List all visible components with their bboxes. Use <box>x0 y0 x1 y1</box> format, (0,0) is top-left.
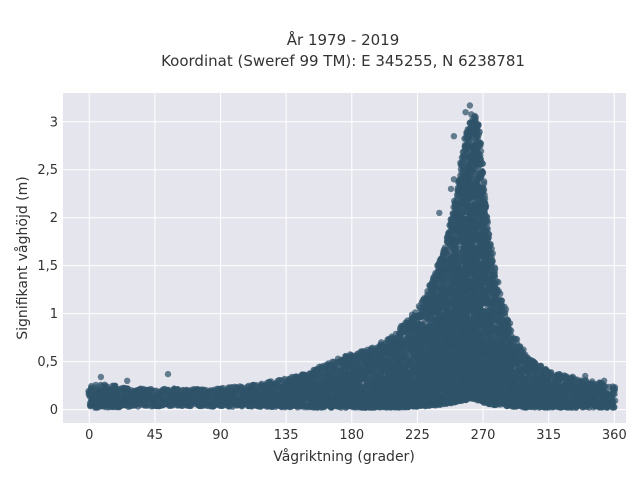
data-point <box>168 402 175 409</box>
chart-title-line-2: Koordinat (Sweref 99 TM): E 345255, N 62… <box>161 52 525 70</box>
data-points <box>85 102 619 411</box>
data-point <box>92 381 100 389</box>
chart-title-line-1: År 1979 - 2019 <box>287 30 400 49</box>
